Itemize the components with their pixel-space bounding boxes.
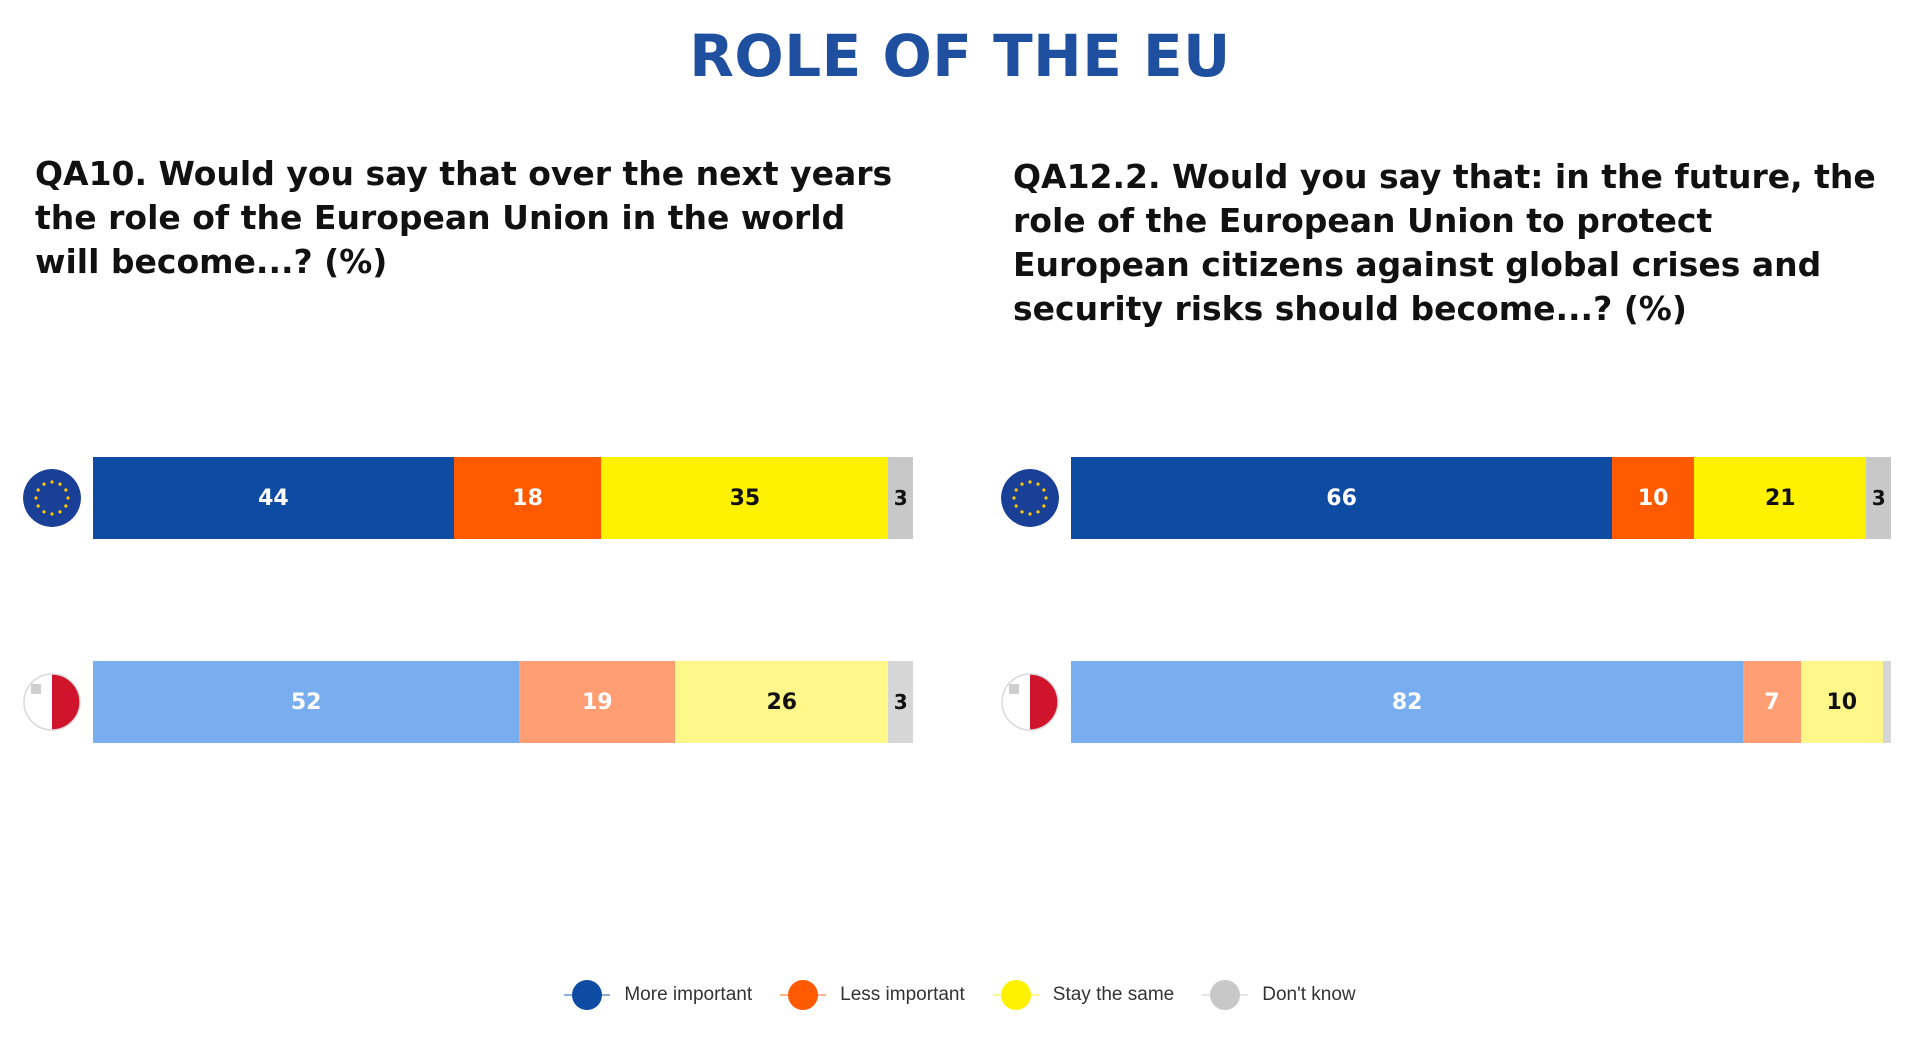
legend-item-stay-the-same: Stay the same	[992, 980, 1175, 1010]
legend-swatch	[780, 980, 827, 1010]
legend-label: Less important	[840, 984, 965, 1005]
bar-segment-more-important: 52	[93, 661, 520, 743]
stacked-bar: 52 19 26 3	[93, 661, 913, 743]
bar-segment-stay-the-same: 10	[1800, 661, 1883, 743]
bar-segment-stay-the-same: 35	[601, 457, 889, 539]
legend-label: Don't know	[1262, 984, 1356, 1005]
legend-item-dont-know: Don't know	[1202, 980, 1356, 1010]
data-label: 10	[1637, 485, 1669, 511]
bar-row-eu: 66 10 21 3	[1001, 457, 1893, 539]
malta-flag-icon	[23, 673, 81, 731]
bar-row-malta: 82 7 10	[1001, 661, 1893, 743]
eu-flag-icon	[23, 469, 81, 527]
chart-title: QA12.2. Would you say that: in the futur…	[1013, 157, 1876, 328]
legend: More important Less important Stay the s…	[0, 978, 1920, 1012]
data-label: 3	[893, 486, 908, 510]
bar-segment-dont-know: 3	[1866, 457, 1891, 539]
bar-row-malta: 52 19 26 3	[23, 661, 915, 743]
legend-item-less-important: Less important	[780, 980, 965, 1010]
legend-swatch	[992, 980, 1039, 1010]
stacked-bar: 66 10 21 3	[1071, 457, 1891, 539]
data-label: 35	[729, 485, 761, 511]
bar-segment-more-important: 82	[1071, 661, 1744, 743]
bar-row-eu: 44 18 35 3	[23, 457, 915, 539]
data-label: 21	[1764, 485, 1796, 511]
data-label: 7	[1764, 689, 1780, 715]
malta-flag-icon	[1001, 673, 1059, 731]
stacked-bar: 44 18 35 3	[93, 457, 913, 539]
data-label: 19	[581, 689, 613, 715]
data-label: 10	[1826, 689, 1858, 715]
data-label: 52	[290, 689, 322, 715]
bar-segment-stay-the-same: 21	[1694, 457, 1867, 539]
bar-segment-less-important: 18	[453, 457, 602, 539]
stacked-bar: 82 7 10	[1071, 661, 1891, 743]
data-label: 3	[893, 690, 908, 714]
data-label: 66	[1326, 485, 1357, 511]
bar-segment-stay-the-same: 26	[675, 661, 889, 743]
bar-segment-dont-know: 3	[888, 661, 913, 743]
data-label: 3	[1871, 486, 1886, 510]
data-label: 82	[1391, 689, 1423, 715]
bar-segment-more-important: 44	[93, 457, 454, 539]
bar-segment-dont-know: 3	[888, 457, 913, 539]
chart-panel-qa10: QA10. Would you say that over the next y…	[23, 0, 915, 960]
bar-segment-less-important: 7	[1743, 661, 1801, 743]
bar-segment-less-important: 10	[1612, 457, 1695, 539]
legend-label: Stay the same	[1052, 984, 1175, 1005]
chart-title: QA10. Would you say that over the next y…	[35, 154, 893, 281]
legend-swatch	[564, 980, 611, 1010]
page-title: ROLE OF THE EU	[689, 22, 1231, 90]
bar-segment-more-important: 66	[1071, 457, 1613, 539]
legend-item-more-important: More important	[564, 980, 752, 1010]
data-label: 44	[258, 485, 289, 511]
bar-segment-dont-know	[1882, 661, 1891, 743]
bar-segment-less-important: 19	[519, 661, 676, 743]
chart-panel-qa12-2: QA12.2. Would you say that: in the futur…	[1001, 0, 1893, 960]
legend-label: More important	[624, 984, 753, 1005]
legend-swatch	[1202, 980, 1249, 1010]
eu-flag-icon	[1001, 469, 1059, 527]
data-label: 18	[512, 485, 543, 511]
data-label: 26	[766, 689, 798, 715]
